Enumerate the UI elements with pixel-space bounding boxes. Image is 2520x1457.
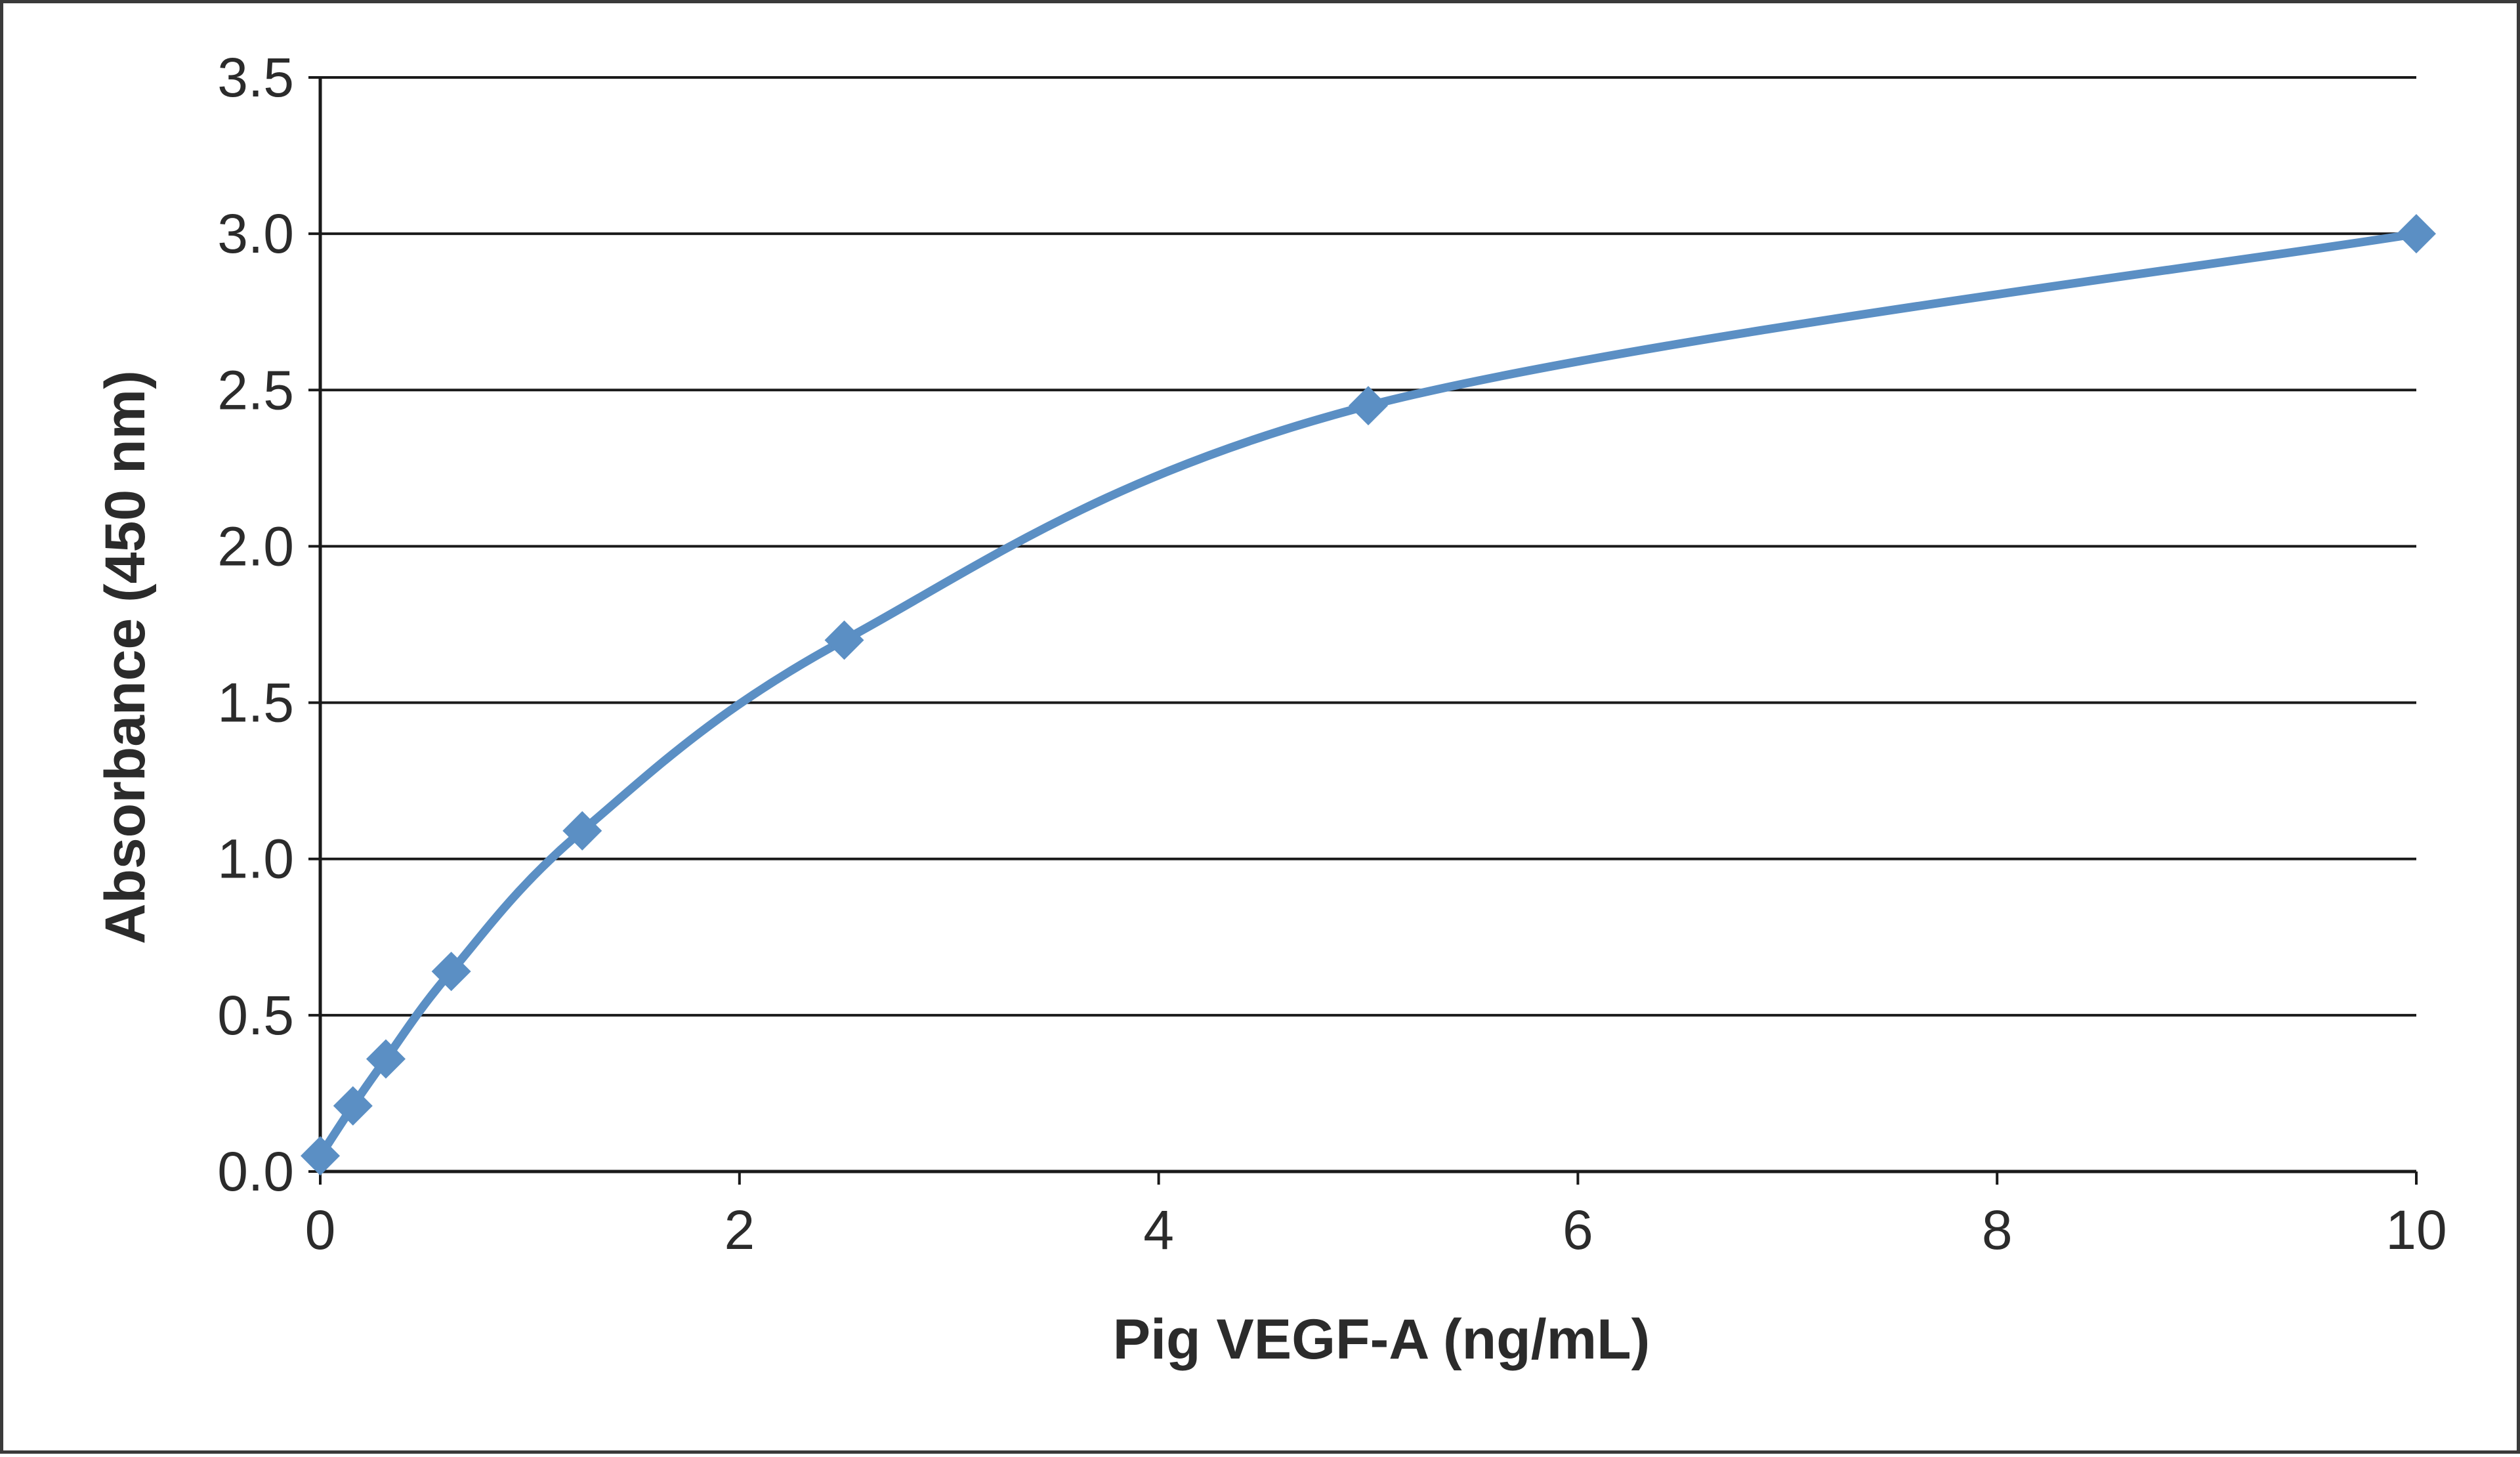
x-tick-label: 2 bbox=[724, 1199, 755, 1261]
y-tick-label: 1.0 bbox=[217, 828, 294, 890]
data-point-marker bbox=[431, 952, 471, 992]
data-point-marker bbox=[824, 620, 864, 660]
x-tick-label: 8 bbox=[1982, 1199, 2013, 1261]
standard-curve-chart: 0.0 0.5 1.0 1.5 2.0 2.5 3.0 3.5 0 2 4 6 8 10 Pig VEGF… bbox=[94, 47, 2447, 1371]
y-tick-label: 3.5 bbox=[217, 47, 294, 108]
y-tick-label: 2.0 bbox=[217, 515, 294, 577]
data-point-marker bbox=[2397, 214, 2436, 254]
axis-ticks: 0.0 0.5 1.0 1.5 2.0 2.5 3.0 3.5 0 2 4 6 8 10 bbox=[217, 47, 2447, 1261]
series-line bbox=[316, 229, 2421, 1160]
y-axis-title: Absorbance (450 nm) bbox=[94, 370, 157, 944]
series bbox=[301, 214, 2436, 1176]
axes bbox=[318, 77, 2416, 1173]
data-point-marker bbox=[301, 1136, 340, 1176]
x-axis-title: Pig VEGF-A (ng/mL) bbox=[1113, 1308, 1650, 1371]
x-tick-label: 10 bbox=[2385, 1199, 2446, 1261]
y-tick-label: 2.5 bbox=[217, 359, 294, 421]
y-tick-label: 3.0 bbox=[217, 203, 294, 264]
x-tick-label: 4 bbox=[1143, 1199, 1174, 1261]
gridlines bbox=[320, 76, 2416, 1017]
y-tick-label: 0.5 bbox=[217, 984, 294, 1046]
x-tick-label: 0 bbox=[305, 1199, 336, 1261]
data-point-marker bbox=[333, 1086, 373, 1126]
y-tick-label: 1.5 bbox=[217, 672, 294, 734]
x-tick-label: 6 bbox=[1563, 1199, 1593, 1261]
y-tick-label: 0.0 bbox=[217, 1141, 294, 1202]
data-point-marker bbox=[562, 811, 602, 851]
data-point-marker bbox=[366, 1039, 406, 1079]
data-point-marker bbox=[1349, 386, 1388, 426]
